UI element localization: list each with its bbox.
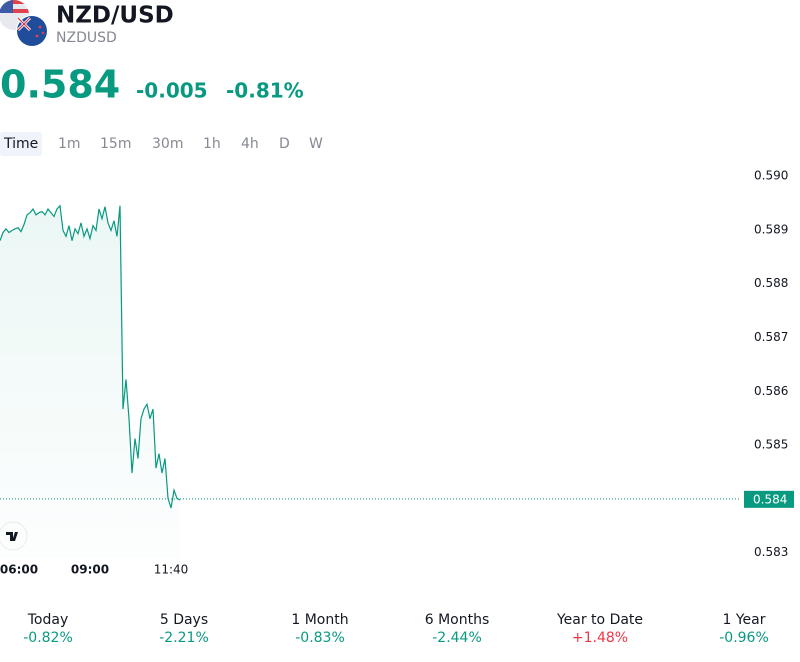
period-change: -0.96% xyxy=(719,630,769,646)
interval-tab[interactable]: 15m xyxy=(100,136,131,152)
x-tick-label: 11:40 xyxy=(154,563,189,577)
y-tick-label: 0.583 xyxy=(754,545,788,559)
period-change: -2.21% xyxy=(159,630,209,646)
symbol-code: NZDUSD xyxy=(56,30,117,46)
y-axis: 0.583 0.584 0.585 0.586 0.587 0.588 0.589 0.590 xyxy=(754,169,788,559)
period-change: -0.82% xyxy=(23,630,73,646)
y-tick-label: 0.587 xyxy=(754,330,788,344)
period-label[interactable]: 6 Months xyxy=(425,612,490,628)
price: 0.584 xyxy=(0,63,120,107)
active-tab-bg xyxy=(0,132,42,156)
period-change: -0.83% xyxy=(295,630,345,646)
interval-tab[interactable]: 30m xyxy=(152,136,183,152)
change-percent: -0.81% xyxy=(226,79,304,103)
interval-tab[interactable]: W xyxy=(309,136,323,152)
y-tick-label: 0.586 xyxy=(754,384,788,398)
area xyxy=(0,205,180,558)
interval-tab[interactable]: 4h xyxy=(241,136,259,152)
period-label[interactable]: Year to Date xyxy=(556,612,643,628)
y-tick-label: 0.585 xyxy=(754,438,788,452)
period-label[interactable]: 5 Days xyxy=(160,612,208,628)
interval-tab[interactable]: Time xyxy=(3,136,38,152)
period-label[interactable]: Today xyxy=(27,612,69,628)
price-badge-label: 0.584 xyxy=(753,492,787,506)
period-label[interactable]: 1 Year xyxy=(723,612,766,628)
period-change: -2.44% xyxy=(432,630,482,646)
interval-tab[interactable]: 1m xyxy=(58,136,81,152)
symbol-title: NZD/USD xyxy=(56,3,174,29)
y-tick-label: 0.589 xyxy=(754,222,788,236)
period-label[interactable]: 1 Month xyxy=(291,612,348,628)
change: -0.005 xyxy=(136,79,208,103)
y-tick-label: 0.590 xyxy=(754,169,788,183)
interval-tab[interactable]: D xyxy=(279,136,290,152)
period-change: +1.48% xyxy=(572,630,628,646)
flag-icons xyxy=(0,0,48,47)
y-tick-label: 0.588 xyxy=(754,276,788,290)
x-tick-label: 09:00 xyxy=(71,563,109,577)
line xyxy=(0,204,181,509)
interval-tab[interactable]: 1h xyxy=(203,136,221,152)
price-badge xyxy=(744,490,794,508)
x-tick-label: 06:00 xyxy=(0,563,38,577)
